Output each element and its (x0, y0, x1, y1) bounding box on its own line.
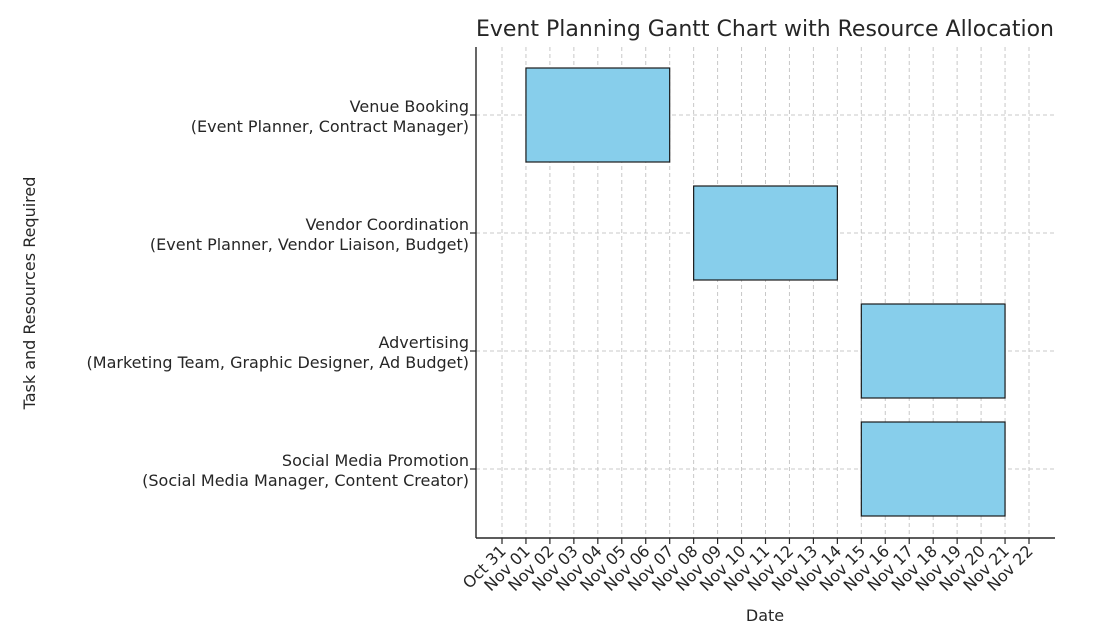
gantt-bar (860, 421, 1006, 517)
gantt-bar (860, 303, 1006, 399)
y-tick-task-label: Venue Booking (350, 97, 469, 116)
y-tick-task-label: Advertising (378, 333, 469, 352)
gantt-bar (693, 185, 838, 281)
y-tick-labels: Venue Booking(Event Planner, Contract Ma… (87, 97, 469, 490)
x-axis-label: Date (746, 606, 784, 625)
y-tick-resource-label: (Social Media Manager, Content Creator) (142, 471, 469, 490)
y-tick-resource-label: (Event Planner, Contract Manager) (191, 117, 469, 136)
chart-title: Event Planning Gantt Chart with Resource… (476, 17, 1054, 42)
y-axis-label: Task and Resources Required (20, 177, 39, 411)
axes (470, 47, 1055, 544)
y-tick-resource-label: (Event Planner, Vendor Liaison, Budget) (150, 235, 469, 254)
y-tick-task-label: Social Media Promotion (282, 451, 469, 470)
bars (525, 67, 1006, 517)
y-tick-task-label: Vendor Coordination (305, 215, 469, 234)
gantt-bar (525, 67, 671, 163)
y-tick-resource-label: (Marketing Team, Graphic Designer, Ad Bu… (87, 353, 469, 372)
